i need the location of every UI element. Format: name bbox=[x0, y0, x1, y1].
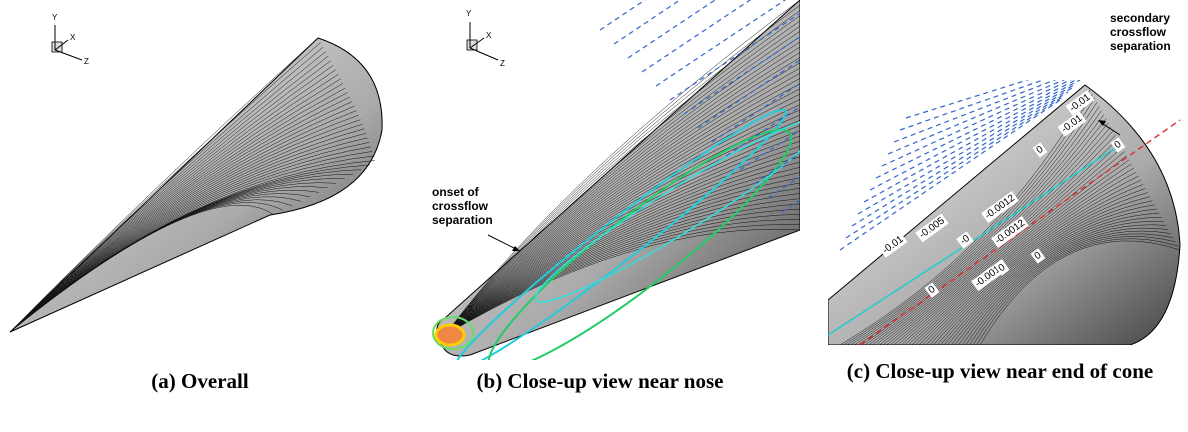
axis-label: X bbox=[70, 33, 76, 42]
annotation: separation bbox=[432, 213, 493, 227]
axis-label: Y bbox=[52, 13, 58, 22]
dashed-contour bbox=[782, 92, 962, 212]
panel-a: Y X Z bbox=[10, 13, 382, 332]
annotation: onset of bbox=[432, 185, 480, 199]
axis-label: Y bbox=[466, 9, 472, 18]
panel-c: -0.01-0.0100-0.005-0.01-0.0012-0-0.00120… bbox=[828, 11, 1180, 345]
annotation: secondary bbox=[1110, 11, 1170, 25]
figure: Y X Z onset of crossflow separation Y X … bbox=[0, 0, 1188, 360]
axis-label: Z bbox=[500, 59, 505, 68]
caption: (b) Close-up view near nose bbox=[420, 368, 780, 394]
axis-triad: Y X Z bbox=[466, 9, 505, 68]
annotation: crossflow bbox=[1110, 25, 1167, 39]
axis-label: Z bbox=[84, 57, 89, 66]
annotation: separation bbox=[1110, 39, 1171, 53]
dashed-contour bbox=[600, 0, 780, 30]
axis-triad: Y X Z bbox=[52, 13, 89, 66]
annotation: crossflow bbox=[432, 199, 489, 213]
page: Y X Z onset of crossflow separation Y X … bbox=[0, 0, 1188, 432]
axis-label: X bbox=[486, 31, 492, 40]
caption: (a) Overall bbox=[40, 368, 360, 394]
caption: (c) Close-up view near end of cone bbox=[830, 358, 1170, 384]
